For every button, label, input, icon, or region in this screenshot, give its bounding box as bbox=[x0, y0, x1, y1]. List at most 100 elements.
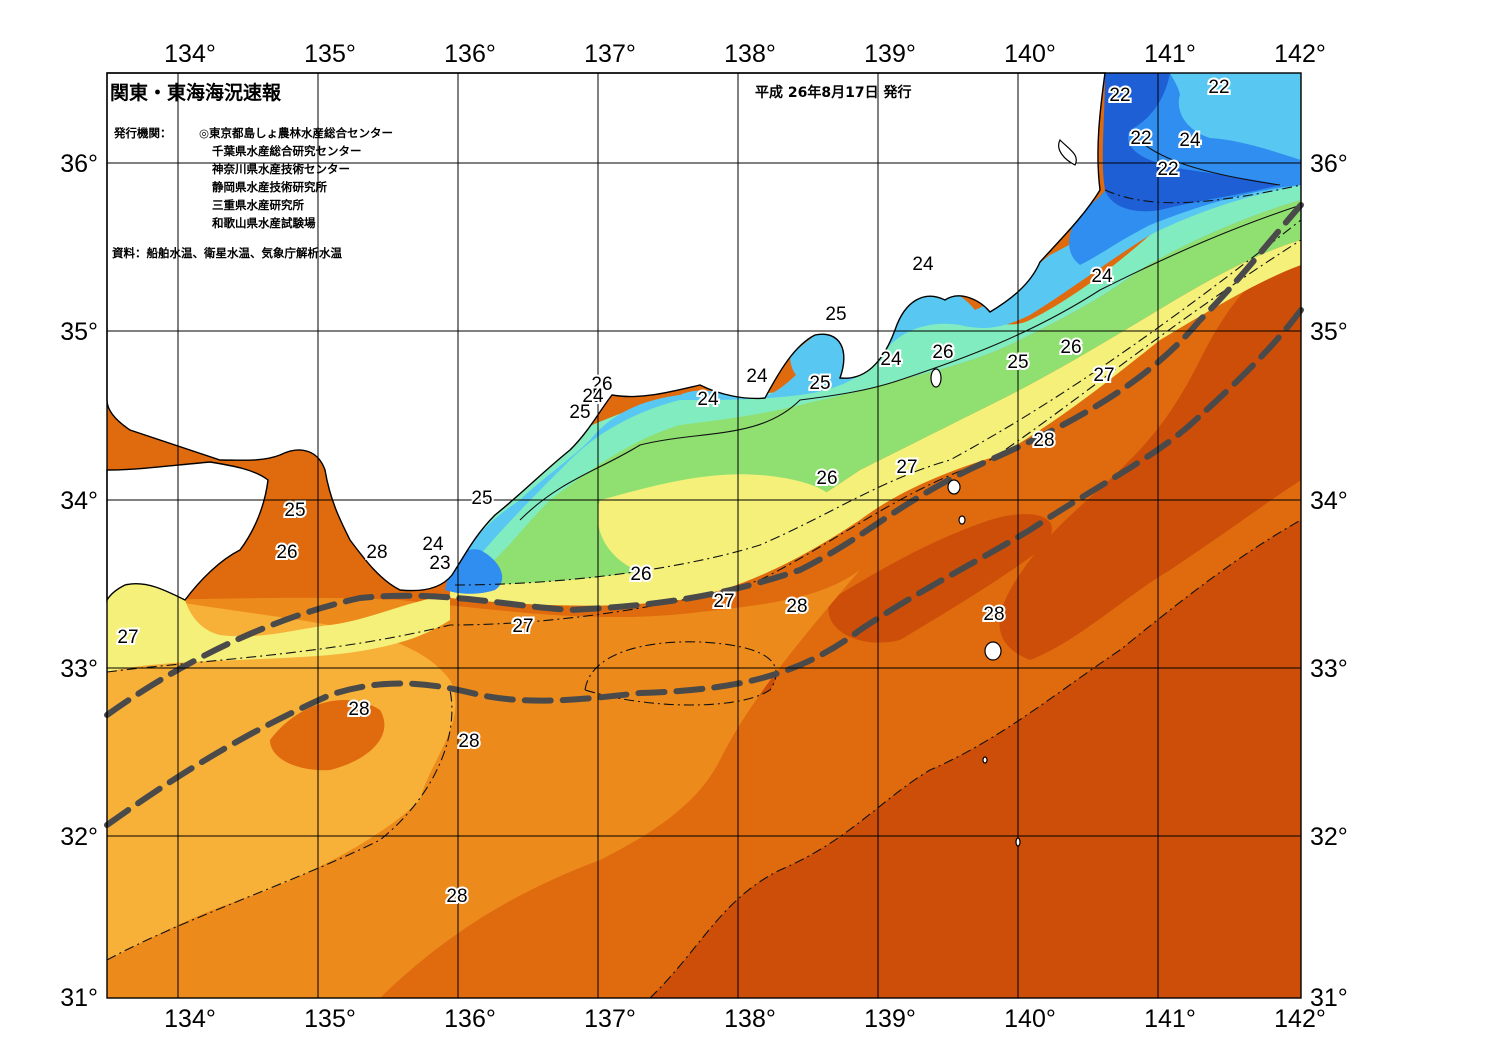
contour-label: 26 bbox=[1060, 337, 1081, 358]
map-title: 関東・東海海況速報 bbox=[110, 81, 282, 104]
lon-label: 135° bbox=[304, 1005, 356, 1033]
data-source: 資料：船舶水温、衛星水温、気象庁解析水温 bbox=[112, 246, 342, 260]
island bbox=[947, 479, 961, 495]
lon-label: 134° bbox=[164, 1005, 216, 1033]
contour-label: 24 bbox=[422, 534, 444, 555]
graticule bbox=[107, 73, 1301, 998]
contour-label: 22 bbox=[1109, 85, 1130, 106]
lat-label: 35° bbox=[60, 318, 98, 346]
lon-label: 142° bbox=[1274, 1005, 1326, 1033]
contour-label: 27 bbox=[512, 616, 533, 637]
contour-label: 25 bbox=[825, 304, 846, 325]
lat-label: 33° bbox=[60, 655, 98, 683]
lat-label: 34° bbox=[1310, 487, 1348, 515]
kuroshio-axis-inner bbox=[104, 202, 1304, 718]
contour-label: 22 bbox=[1130, 128, 1151, 149]
longitude-labels-top: 134° 135° 136° 137° 138° 139° 140° 141° … bbox=[164, 40, 1326, 68]
issuer-item: 三重県水産研究所 bbox=[212, 198, 304, 212]
contour-label: 28 bbox=[366, 542, 387, 563]
zone-24-north bbox=[1170, 73, 1301, 160]
contour-label: 24 bbox=[746, 366, 768, 387]
isotherm-line bbox=[519, 204, 1302, 521]
contour-label: 26 bbox=[276, 542, 297, 563]
lon-label: 138° bbox=[724, 40, 776, 68]
isotherm-line bbox=[584, 641, 777, 706]
kuroshio-axis bbox=[104, 202, 1304, 828]
zone-27-west bbox=[107, 580, 450, 672]
contour-label: 27 bbox=[896, 457, 917, 478]
issuer-item: ◎東京都島しょ農林水産総合センター bbox=[199, 126, 393, 140]
contour-label: 24 bbox=[697, 389, 719, 410]
lon-label: 142° bbox=[1274, 40, 1326, 68]
issue-date: 平成 26年8月17日 発行 bbox=[755, 84, 911, 101]
land-shikoku bbox=[106, 461, 269, 603]
contour-labels: 22 22 22 22 24 24 24 25 24 25 24 26 25 2… bbox=[115, 75, 1231, 909]
contour-label: 28 bbox=[446, 886, 467, 907]
contour-label: 24 bbox=[880, 349, 902, 370]
contour-label: 24 bbox=[912, 254, 934, 275]
kuroshio-axis-outer bbox=[104, 307, 1304, 828]
issuer-item: 静岡県水産技術研究所 bbox=[212, 180, 327, 194]
zone-30-south bbox=[650, 520, 1301, 998]
contour-label: 25 bbox=[471, 488, 492, 509]
island bbox=[982, 756, 988, 764]
island bbox=[1015, 837, 1021, 847]
lat-label: 32° bbox=[1310, 823, 1348, 851]
contour-label: 24 bbox=[582, 386, 604, 407]
zone-22-north bbox=[1102, 73, 1280, 212]
issuer-label: 発行機関： bbox=[113, 126, 172, 140]
zone-28-west bbox=[107, 590, 456, 960]
contour-label: 27 bbox=[1093, 365, 1114, 386]
lon-label: 141° bbox=[1144, 1005, 1196, 1033]
contour-label: 28 bbox=[983, 604, 1004, 625]
lon-label: 137° bbox=[584, 1005, 636, 1033]
lon-label: 134° bbox=[164, 40, 216, 68]
lon-label: 139° bbox=[864, 1005, 916, 1033]
lat-label: 31° bbox=[1310, 984, 1348, 1012]
lat-label: 36° bbox=[1310, 150, 1348, 178]
zone-28-pocket bbox=[270, 700, 385, 771]
island bbox=[1058, 138, 1077, 166]
contour-label: 23 bbox=[429, 553, 450, 574]
lon-label: 137° bbox=[584, 40, 636, 68]
contour-label: 26 bbox=[630, 564, 651, 585]
lat-label: 34° bbox=[60, 487, 98, 515]
contour-label: 28 bbox=[458, 731, 479, 752]
latitude-labels-right: 36° 35° 34° 33° 32° 31° bbox=[1310, 150, 1348, 1012]
contour-label: 25 bbox=[1007, 352, 1028, 373]
isotherm-line bbox=[1104, 184, 1302, 204]
island bbox=[984, 641, 1002, 661]
contour-label: 25 bbox=[569, 402, 590, 423]
lat-label: 35° bbox=[1310, 318, 1348, 346]
isotherm-line bbox=[1129, 129, 1281, 186]
contour-label: 24 bbox=[1091, 266, 1113, 287]
lat-label: 31° bbox=[60, 984, 98, 1012]
contour-label: 25 bbox=[809, 373, 830, 394]
lon-label: 136° bbox=[444, 1005, 496, 1033]
contour-label: 26 bbox=[932, 342, 953, 363]
contour-label: 22 bbox=[1208, 77, 1229, 98]
lon-label: 135° bbox=[304, 40, 356, 68]
contour-label: 27 bbox=[713, 591, 734, 612]
issuer-item: 神奈川県水産技術センター bbox=[212, 162, 350, 176]
contour-label: 28 bbox=[786, 596, 807, 617]
lon-label: 136° bbox=[444, 40, 496, 68]
land bbox=[106, 72, 1106, 603]
land-honshu-west bbox=[106, 72, 1106, 592]
lat-label: 36° bbox=[60, 150, 98, 178]
isotherm-line bbox=[454, 219, 1302, 586]
contour-label: 25 bbox=[284, 500, 305, 521]
zone-25-shelf bbox=[470, 180, 1301, 580]
contour-label: 22 bbox=[1157, 159, 1178, 180]
zone-24-coast bbox=[455, 160, 1301, 570]
lon-label: 139° bbox=[864, 40, 916, 68]
contour-label: 24 bbox=[1179, 130, 1201, 151]
lon-label: 138° bbox=[724, 1005, 776, 1033]
map-frame bbox=[106, 72, 1302, 999]
longitude-labels-bottom: 134° 135° 136° 137° 138° 139° 140° 141° … bbox=[164, 1005, 1326, 1033]
lon-label: 141° bbox=[1144, 40, 1196, 68]
isotherm-line bbox=[649, 519, 1302, 999]
latitude-labels-left: 36° 35° 34° 33° 32° 31° bbox=[60, 150, 98, 1012]
issuer-item: 千葉県水産総合研究センター bbox=[212, 144, 362, 158]
